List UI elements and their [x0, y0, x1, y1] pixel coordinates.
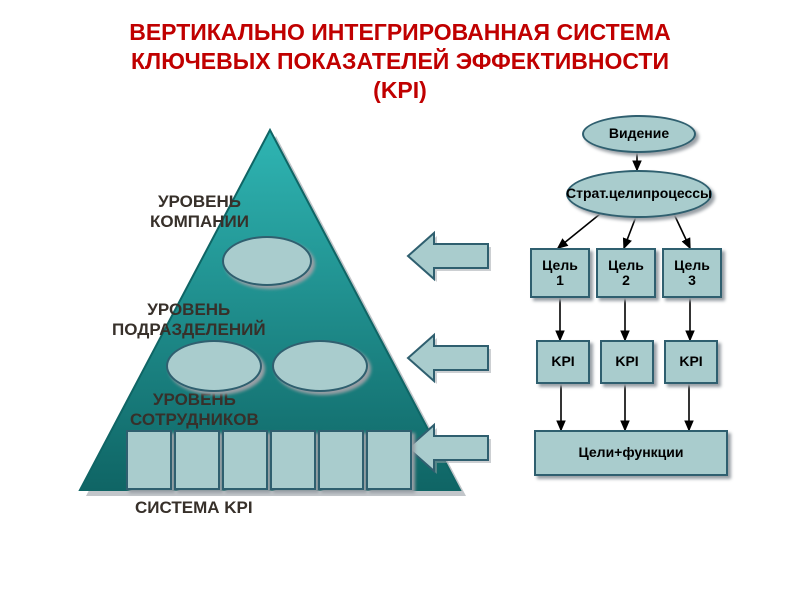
level3-line1: УРОВЕНЬ: [153, 390, 236, 409]
strategy-node: Страт.цели процессы: [566, 170, 712, 218]
level2-line1: УРОВЕНЬ: [147, 300, 230, 319]
vision-label: Видение: [609, 126, 669, 141]
kpi3-label: KPI: [679, 354, 702, 369]
pyramid-small-rect: [318, 430, 364, 490]
pyramid-ellipse-shape: [272, 340, 368, 392]
kpi-node-1: KPI: [536, 340, 590, 384]
pyramid-small-rect: [222, 430, 268, 490]
kpi1-label: KPI: [551, 354, 574, 369]
vision-node: Видение: [582, 115, 696, 153]
goal-node-3: Цель 3: [662, 248, 722, 298]
pyramid-level-division-label: УРОВЕНЬ ПОДРАЗДЕЛЕНИЙ: [112, 300, 266, 339]
goal1-l1: Цель: [542, 257, 578, 273]
pyramid-level-company-label: УРОВЕНЬ КОМПАНИИ: [150, 192, 249, 231]
pyramid-ellipse-shape: [222, 236, 312, 286]
pyramid-small-rect: [126, 430, 172, 490]
pyramid-small-rect: [270, 430, 316, 490]
goal-node-1: Цель 1: [530, 248, 590, 298]
functions-node: Цели+функции: [534, 430, 728, 476]
goal-node-2: Цель 2: [596, 248, 656, 298]
level1-line2: КОМПАНИИ: [150, 212, 249, 231]
pyramid-level-employee-label: УРОВЕНЬ СОТРУДНИКОВ: [130, 390, 259, 429]
strategy-line1: Страт.цели: [566, 186, 643, 201]
goal1-l2: 1: [556, 272, 564, 288]
goal3-l2: 3: [688, 272, 696, 288]
level2-line2: ПОДРАЗДЕЛЕНИЙ: [112, 320, 266, 339]
system-kpi-label: СИСТЕМА KPI: [135, 498, 253, 518]
pyramid-small-rect: [366, 430, 412, 490]
strategy-line2: процессы: [643, 186, 712, 201]
goal2-l2: 2: [622, 272, 630, 288]
functions-label: Цели+функции: [579, 445, 684, 460]
pyramid-small-rect: [174, 430, 220, 490]
level3-line2: СОТРУДНИКОВ: [130, 410, 259, 429]
kpi-node-3: KPI: [664, 340, 718, 384]
pyramid-ellipse-shape: [166, 340, 262, 392]
level1-line1: УРОВЕНЬ: [158, 192, 241, 211]
kpi-diagram: ВЕРТИКАЛЬНО ИНТЕГРИРОВАННАЯ СИСТЕМА КЛЮЧ…: [0, 0, 800, 600]
bottom-label-text: СИСТЕМА KPI: [135, 498, 253, 517]
kpi2-label: KPI: [615, 354, 638, 369]
kpi-node-2: KPI: [600, 340, 654, 384]
goal2-l1: Цель: [608, 257, 644, 273]
goal3-l1: Цель: [674, 257, 710, 273]
